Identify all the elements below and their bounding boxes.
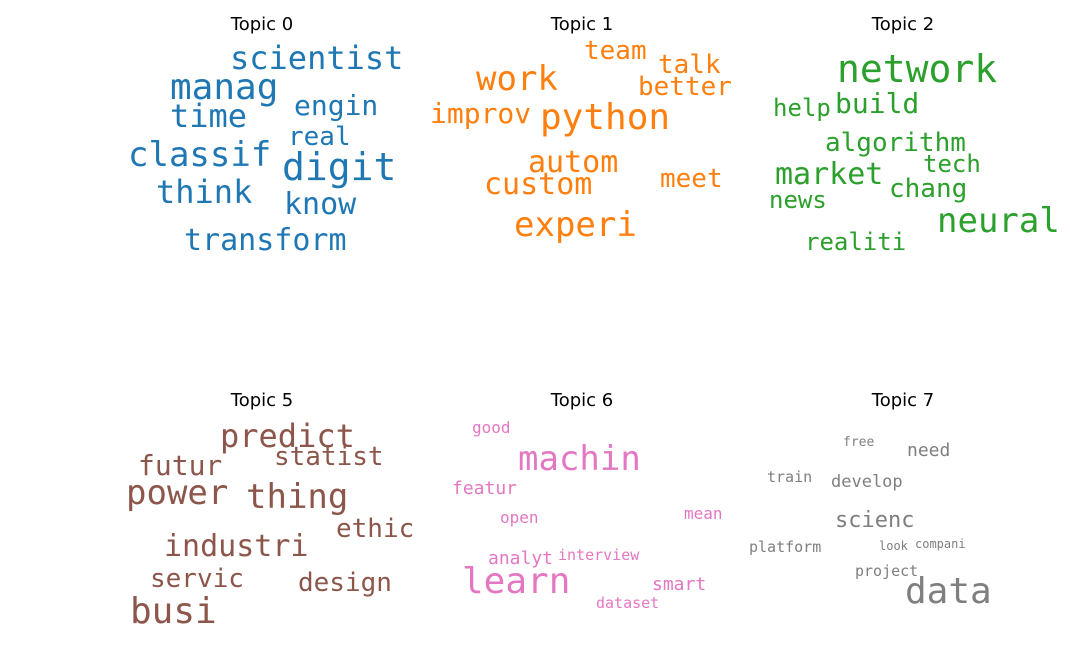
word-train: train — [767, 468, 813, 486]
word-statist: statist — [274, 442, 384, 472]
word-scientist: scientist — [230, 39, 404, 77]
topic-title: Topic 7 — [871, 390, 935, 411]
word-custom: custom — [484, 167, 593, 202]
word-manag: manag — [170, 67, 279, 108]
word-transform: transform — [184, 223, 347, 258]
word-algorithm: algorithm — [825, 128, 966, 158]
topic-panel-1: Topic 1 team work talk better improv python au… — [412, 14, 752, 274]
word-cloud: free need train develop scienc platform look co… — [733, 390, 1073, 650]
word-platform: platform — [749, 538, 822, 556]
word-cloud: team work talk better improv python autom custo… — [412, 14, 752, 274]
word-open: open — [500, 508, 539, 527]
word-autom: autom — [528, 145, 619, 180]
word-work: work — [476, 59, 558, 99]
word-develop: develop — [831, 472, 903, 492]
word-interview: interview — [558, 546, 640, 564]
word-dataset: dataset — [596, 594, 660, 612]
word-thing: thing — [246, 477, 349, 517]
word-meet: meet — [660, 164, 723, 194]
word-think: think — [156, 173, 253, 211]
word-smart: smart — [652, 574, 707, 595]
word-ethic: ethic — [336, 514, 415, 544]
word-machin: machin — [518, 439, 641, 479]
word-better: better — [638, 72, 732, 102]
word-market: market — [775, 157, 884, 192]
word-data: data — [905, 571, 992, 612]
word-time: time — [170, 97, 248, 135]
word-engin: engin — [294, 89, 379, 122]
topic-title: Topic 2 — [871, 14, 935, 35]
word-help: help — [773, 94, 831, 122]
word-industri: industri — [164, 529, 309, 564]
word-classif: classif — [128, 135, 272, 175]
topic-panel-6: Topic 6 good machin featur open mean analyt in… — [412, 390, 752, 650]
word-cloud: predict futur statist power thing ethic indust… — [92, 390, 432, 650]
word-power: power — [126, 473, 229, 513]
topic-panel-7: Topic 7 free need train develop scienc platfo… — [733, 390, 1073, 650]
topic-panel-2: Topic 2 network help build algorithm market t… — [733, 14, 1073, 274]
word-futur: futur — [138, 449, 223, 482]
word-compani: compani — [915, 537, 966, 551]
word-team: team — [584, 36, 647, 66]
word-know: know — [284, 187, 357, 222]
word-free: free — [843, 435, 875, 450]
topic-panel-5: Topic 5 predict futur statist power thing eth… — [92, 390, 432, 650]
word-design: design — [298, 568, 392, 598]
word-mean: mean — [684, 504, 723, 523]
word-experi: experi — [514, 205, 637, 245]
word-real: real — [288, 122, 351, 152]
word-project: project — [855, 562, 919, 580]
topic-panel-0: Topic 0 scientist manag engin time real class… — [92, 14, 432, 274]
word-cloud: network help build algorithm market tech chang… — [733, 14, 1073, 274]
word-improv: improv — [430, 97, 532, 130]
topic-title: Topic 6 — [550, 390, 614, 411]
word-build: build — [835, 87, 920, 120]
word-network: network — [837, 47, 998, 91]
topic-title: Topic 1 — [550, 14, 614, 35]
word-tech: tech — [923, 150, 981, 178]
word-predict: predict — [220, 417, 355, 455]
word-good: good — [472, 418, 511, 437]
word-digit: digit — [282, 145, 397, 189]
word-cloud: scientist manag engin time real classif digit t… — [92, 14, 432, 274]
word-analyt: analyt — [488, 548, 554, 569]
word-cloud: good machin featur open mean analyt interview l… — [412, 390, 752, 650]
topic-title: Topic 0 — [230, 14, 294, 35]
word-realiti: realiti — [805, 228, 907, 256]
word-news: news — [769, 186, 827, 214]
topic-title: Topic 5 — [230, 390, 294, 411]
word-neural: neural — [937, 201, 1060, 241]
word-python: python — [540, 97, 671, 138]
word-chang: chang — [889, 174, 968, 204]
word-featur: featur — [452, 478, 518, 499]
word-busi: busi — [130, 591, 217, 632]
word-learn: learn — [462, 561, 571, 602]
word-servic: servic — [150, 564, 244, 594]
word-look: look — [879, 539, 908, 553]
word-need: need — [907, 440, 951, 461]
word-scienc: scienc — [835, 508, 915, 533]
word-talk: talk — [658, 50, 721, 80]
